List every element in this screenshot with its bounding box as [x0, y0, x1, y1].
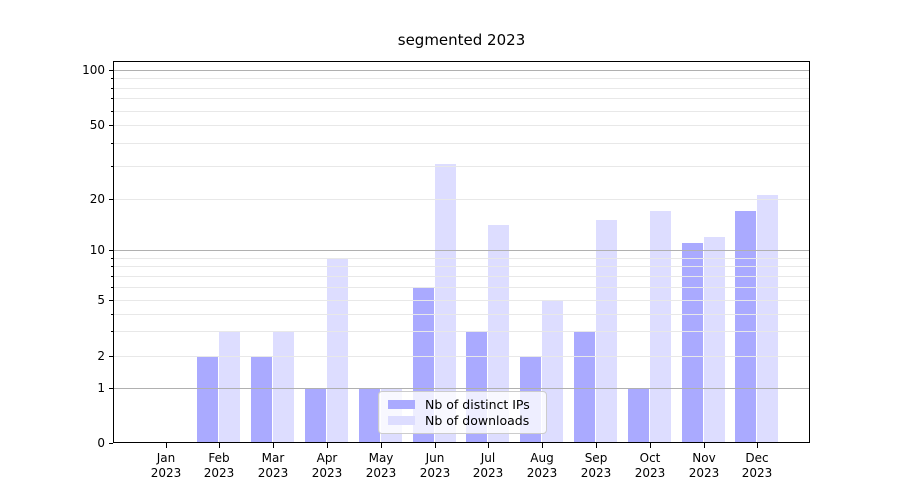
bar-nov-downloads [703, 236, 725, 443]
gridline-major-10 [113, 250, 810, 251]
bar-mar-downloads [273, 330, 295, 443]
x-tick-mark-mar [273, 443, 274, 448]
bar-oct-distinct-ips [627, 388, 649, 443]
gridline-minor-4 [113, 314, 810, 315]
bar-apr-distinct-ips [305, 388, 327, 443]
y-tick-label-100: 100 [82, 63, 105, 77]
gridline-minor-70 [113, 98, 810, 99]
y-tick-mark-1 [109, 388, 113, 389]
gridline-minor-60 [113, 111, 810, 112]
gridline-minor-7 [113, 276, 810, 277]
legend-swatch-distinct-ips [388, 399, 415, 409]
bar-nov-distinct-ips [681, 242, 703, 443]
x-tick-label-jul: Jul 2023 [472, 451, 504, 480]
gridline-minor-5 [113, 300, 810, 301]
x-tick-label-mar: Mar 2023 [257, 451, 289, 480]
x-tick-mark-jun [435, 443, 436, 448]
gridline-minor-2 [113, 356, 810, 357]
x-tick-mark-feb [219, 443, 220, 448]
y-tick-mark-minor-4 [111, 314, 113, 315]
x-tick-label-apr: Apr 2023 [311, 451, 343, 480]
x-tick-mark-may [381, 443, 382, 448]
chart-title: segmented 2023 [397, 31, 526, 49]
bar-oct-downloads [649, 210, 671, 443]
x-tick-mark-oct [650, 443, 651, 448]
x-tick-label-aug: Aug 2023 [526, 451, 558, 480]
y-tick-mark-minor-60 [111, 111, 113, 112]
legend-item-downloads: Nb of downloads [388, 413, 537, 430]
x-tick-mark-dec [757, 443, 758, 448]
bar-feb-distinct-ips [197, 355, 219, 443]
gridline-minor-3 [113, 331, 810, 332]
y-tick-mark-minor-6 [111, 287, 113, 288]
y-tick-mark-100 [109, 70, 113, 71]
x-tick-mark-jan [166, 443, 167, 448]
x-tick-mark-sep [596, 443, 597, 448]
gridline-major-100 [113, 70, 810, 71]
y-tick-label-50: 50 [89, 118, 105, 132]
y-tick-mark-10 [109, 250, 113, 251]
y-tick-label-20: 20 [89, 192, 105, 206]
gridline-minor-30 [113, 166, 810, 167]
y-tick-label-5: 5 [97, 293, 105, 307]
y-tick-mark-minor-3 [111, 331, 113, 332]
x-tick-mark-nov [704, 443, 705, 448]
x-tick-mark-apr [327, 443, 328, 448]
bar-apr-downloads [327, 257, 349, 443]
y-tick-mark-5 [109, 300, 113, 301]
y-tick-mark-20 [109, 199, 113, 200]
gridline-minor-80 [113, 88, 810, 89]
y-tick-label-10: 10 [89, 243, 105, 257]
bar-sep-distinct-ips [573, 330, 595, 443]
y-tick-mark-2 [109, 356, 113, 357]
x-tick-mark-jul [488, 443, 489, 448]
y-tick-label-1: 1 [97, 381, 105, 395]
y-tick-mark-minor-7 [111, 276, 113, 277]
gridline-minor-40 [113, 143, 810, 144]
y-tick-mark-50 [109, 125, 113, 126]
gridline-major-1 [113, 388, 810, 389]
y-tick-mark-minor-8 [111, 266, 113, 267]
bar-aug-downloads [542, 300, 564, 443]
bar-jun-downloads [434, 163, 456, 443]
bar-dec-downloads [757, 195, 779, 443]
bar-feb-downloads [219, 330, 241, 443]
gridline-minor-90 [113, 78, 810, 79]
bar-mar-distinct-ips [251, 355, 273, 443]
y-tick-mark-minor-70 [111, 98, 113, 99]
gridline-minor-9 [113, 258, 810, 259]
bar-dec-distinct-ips [735, 210, 757, 443]
y-tick-label-2: 2 [97, 349, 105, 363]
x-tick-label-sep: Sep 2023 [580, 451, 612, 480]
y-tick-mark-minor-80 [111, 88, 113, 89]
x-tick-label-dec: Dec 2023 [741, 451, 773, 480]
x-tick-label-oct: Oct 2023 [634, 451, 666, 480]
gridline-minor-8 [113, 266, 810, 267]
legend-label-distinct-ips: Nb of distinct IPs [425, 396, 530, 412]
legend-swatch-downloads [388, 416, 415, 426]
x-tick-label-jan: Jan 2023 [150, 451, 182, 480]
x-tick-label-nov: Nov 2023 [688, 451, 720, 480]
y-tick-mark-minor-30 [111, 166, 113, 167]
gridline-minor-20 [113, 199, 810, 200]
y-tick-label-0: 0 [97, 436, 105, 450]
x-tick-label-may: May 2023 [365, 451, 397, 480]
bar-may-distinct-ips [358, 388, 380, 443]
x-tick-label-jun: Jun 2023 [419, 451, 451, 480]
legend-label-downloads: Nb of downloads [425, 413, 530, 429]
y-tick-mark-0 [109, 443, 113, 444]
y-tick-mark-minor-40 [111, 143, 113, 144]
x-tick-label-feb: Feb 2023 [203, 451, 235, 480]
gridline-minor-50 [113, 125, 810, 126]
gridline-minor-6 [113, 287, 810, 288]
y-tick-mark-minor-9 [111, 258, 113, 259]
legend-item-distinct-ips: Nb of distinct IPs [388, 396, 537, 413]
y-tick-mark-minor-90 [111, 78, 113, 79]
x-tick-mark-aug [542, 443, 543, 448]
legend: Nb of distinct IPs Nb of downloads [378, 391, 547, 434]
